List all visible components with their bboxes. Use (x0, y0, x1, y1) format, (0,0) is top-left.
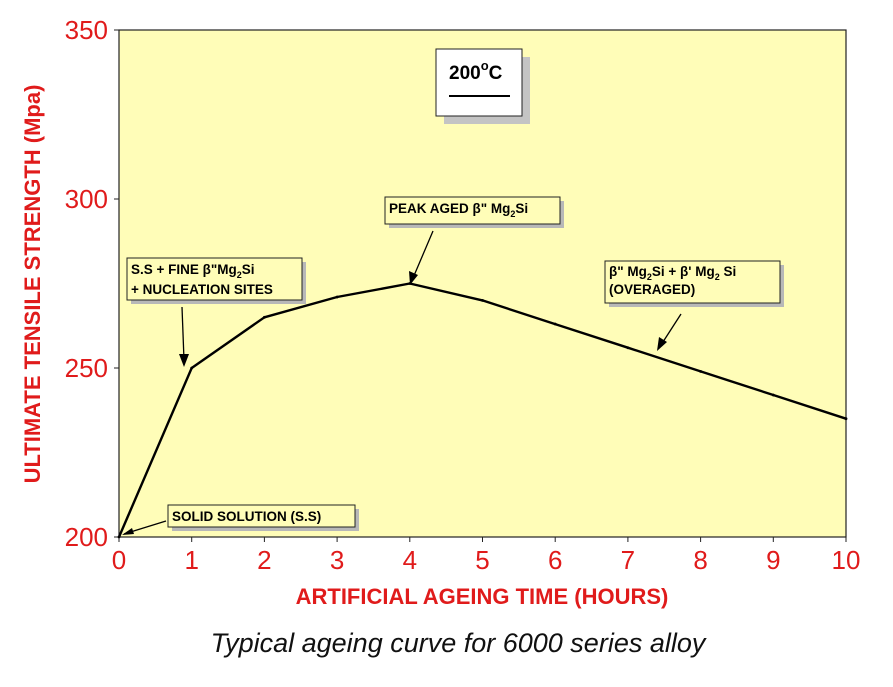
annotation-arrow (181, 306, 185, 361)
annotation-arrow (660, 313, 682, 346)
temperature-box: 200oC (435, 48, 530, 124)
data-point (117, 535, 121, 539)
x-tick-label: 0 (112, 545, 126, 575)
annotation-text: SOLID SOLUTION (S.S) (172, 509, 321, 524)
annotation-arrowhead (657, 337, 667, 351)
annotation-fine-a: S.S + FINE β"Mg (131, 262, 237, 277)
annotation-solid-solution: SOLID SOLUTION (S.S) (122, 504, 359, 535)
data-point (553, 322, 557, 326)
annotation-text-line2: (OVERAGED) (609, 282, 695, 297)
figure-caption: Typical ageing curve for 6000 series all… (211, 628, 707, 658)
x-tick-label: 8 (693, 545, 707, 575)
y-tick-label: 250 (65, 353, 108, 383)
y-tick-label: 350 (65, 15, 108, 45)
annotation-overaged: β" Mg2Si + β' Mg2 Si (OVERAGED) (604, 260, 784, 351)
data-point (481, 299, 484, 302)
annotation-over-sub2: 2 (715, 272, 720, 282)
data-point (335, 295, 339, 299)
annotation-frame (384, 196, 561, 225)
annotation-frame (604, 260, 781, 304)
x-tick-label: 3 (330, 545, 344, 575)
data-point (699, 369, 702, 373)
temperature-box-frame (435, 48, 523, 117)
annotation-fine-b: Si (242, 262, 255, 277)
data-point (844, 417, 848, 421)
annotation-peak-a: PEAK AGED β" Mg (389, 201, 510, 216)
annotation-text: PEAK AGED β" Mg2Si (389, 201, 528, 219)
annotation-over-a: β" Mg (609, 264, 647, 279)
x-tick-label: 5 (475, 545, 489, 575)
annotation-over-sub1: 2 (647, 272, 652, 282)
annotation-arrowhead (122, 528, 134, 535)
x-tick-label: 4 (403, 545, 417, 575)
x-tick-label: 7 (621, 545, 635, 575)
data-point (263, 315, 266, 319)
temperature-degree: o (481, 58, 489, 73)
annotation-over-c: Si (720, 264, 737, 279)
annotation-text-line1: S.S + FINE β"Mg2Si (131, 262, 255, 280)
y-axis-ticks: 200 250 300 350 (65, 15, 119, 552)
series-points (117, 282, 848, 539)
annotation-frame (126, 257, 303, 301)
x-tick-label: 10 (832, 545, 861, 575)
data-point (190, 366, 194, 370)
annotation-fine-sub: 2 (237, 270, 242, 280)
temperature-label: 200oC (449, 58, 503, 84)
annotation-peak-aged: PEAK AGED β" Mg2Si (384, 196, 564, 285)
x-tick-label: 1 (184, 545, 198, 575)
x-axis-title: ARTIFICIAL AGEING TIME (HOURS) (296, 584, 669, 609)
annotation-fine-precipitates: S.S + FINE β"Mg2Si + NUCLEATION SITES (126, 257, 306, 367)
annotation-over-b: Si + β' Mg (652, 264, 715, 279)
y-tick-label: 200 (65, 522, 108, 552)
x-tick-label: 6 (548, 545, 562, 575)
x-axis-ticks: 0 1 2 3 4 5 6 7 8 9 10 (112, 537, 861, 575)
y-axis-title: ULTIMATE TENSILE STRENGTH (Mpa) (20, 85, 45, 484)
data-point (626, 346, 630, 350)
annotation-peak-b: Si (515, 201, 528, 216)
y-tick-label: 300 (65, 184, 108, 214)
temperature-unit: C (489, 63, 503, 84)
temperature-value: 200 (449, 63, 481, 84)
annotation-frame (167, 504, 356, 528)
annotation-peak-sub: 2 (510, 209, 515, 219)
data-point (771, 393, 775, 397)
x-tick-label: 2 (257, 545, 271, 575)
annotation-text-line2: + NUCLEATION SITES (131, 282, 273, 297)
annotation-arrowhead (409, 271, 418, 285)
x-tick-label: 9 (766, 545, 780, 575)
annotation-arrowhead (179, 354, 189, 367)
annotation-text-line1: β" Mg2Si + β' Mg2 Si (609, 264, 736, 282)
annotation-arrow (412, 230, 434, 279)
